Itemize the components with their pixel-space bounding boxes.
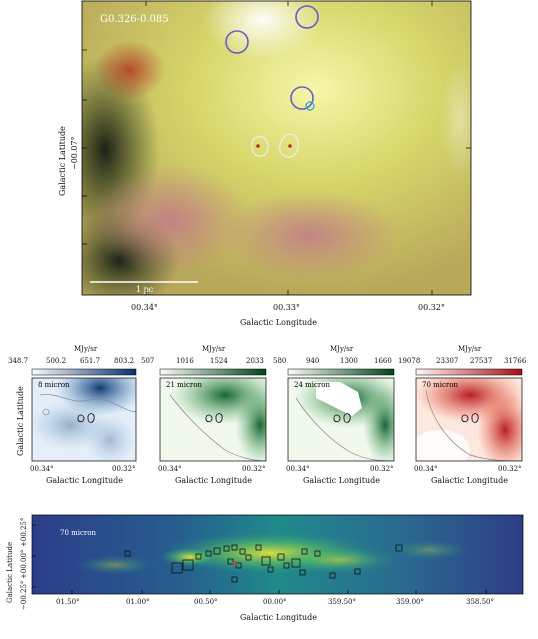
x-axis-label: Galactic Longitude <box>240 613 317 622</box>
y-tick-label: +00.00° <box>20 549 28 579</box>
x-tick-label: 00.32° <box>112 465 136 473</box>
sub-panels-image <box>31 368 523 462</box>
y-tick-label: +00.25° <box>20 517 28 547</box>
x-tick-label: 00.32° <box>498 465 522 473</box>
band-label: 70 micron <box>422 381 458 389</box>
band-label: 21 micron <box>166 381 202 389</box>
overview-band-label: 70 micron <box>60 529 96 537</box>
band-label: 8 micron <box>38 381 70 389</box>
colorbar-tick: 1016 <box>176 357 194 365</box>
main-panel: G0.326-0.085 1 pc 00.34° 00.33° 00.32° G… <box>58 0 472 327</box>
x-axis-label: Galactic Longitude <box>46 476 123 485</box>
source-circle <box>305 101 315 111</box>
x-tick-label: 359.00° <box>396 598 424 606</box>
colorbar-tick: 27537 <box>470 357 493 365</box>
y-axis-label: Galactic Latitude <box>58 126 67 196</box>
x-tick-label: 358.50° <box>466 598 494 606</box>
colorbar-tick: 651.7 <box>80 357 101 365</box>
x-tick-label: 00.34° <box>414 465 438 473</box>
overview-image <box>31 514 524 595</box>
colorbar-tick: 803.2 <box>114 357 135 365</box>
source-circle <box>295 5 319 29</box>
colorbar-tick: 348.7 <box>8 357 29 365</box>
y-tick-label: −00.25° <box>20 580 28 610</box>
x-tick-label: 00.34° <box>30 465 54 473</box>
x-tick-label: 00.00° <box>263 598 287 606</box>
x-tick-label: 00.32° <box>418 303 445 312</box>
x-axis-label: Galactic Longitude <box>175 476 252 485</box>
x-tick-label: 359.50° <box>328 598 356 606</box>
y-tick-label: −00.07° <box>70 136 79 170</box>
y-axis-label: Galactic Latitude <box>6 541 14 603</box>
overview-panel: 70 micron 01.50° 01.00° 00.50° 00.00° 35… <box>0 505 538 635</box>
x-axis-label: Galactic Longitude <box>431 476 508 485</box>
colorbar-tick: 1524 <box>210 357 228 365</box>
colorbar-tick: 940 <box>306 357 320 365</box>
colorbar-tick: 1300 <box>340 357 358 365</box>
y-axis-label: Galactic Latitude <box>16 386 25 456</box>
main-panel-image <box>81 0 472 296</box>
colorbar-unit: MJy/sr <box>458 345 482 353</box>
x-tick-label: 01.00° <box>126 598 150 606</box>
x-tick-label: 00.32° <box>370 465 394 473</box>
x-tick-label: 01.50° <box>56 598 80 606</box>
x-tick-label: 00.32° <box>242 465 266 473</box>
sub-panel-row: MJy/sr MJy/sr MJy/sr MJy/sr 348.7 500.2 … <box>0 340 538 500</box>
source-circle <box>290 86 314 110</box>
colorbar-unit: MJy/sr <box>74 345 98 353</box>
source-label: G0.326-0.085 <box>100 14 169 25</box>
source-circle <box>225 30 249 54</box>
x-tick-label: 00.34° <box>131 303 158 312</box>
colorbar-tick: 23307 <box>436 357 459 365</box>
band-label: 24 micron <box>294 381 330 389</box>
x-axis-label: Galactic Longitude <box>303 476 380 485</box>
colorbar-tick: 580 <box>273 357 287 365</box>
colorbar-tick: 31766 <box>504 357 527 365</box>
x-axis-label: Galactic Longitude <box>240 318 317 327</box>
colorbar-tick: 500.2 <box>46 357 67 365</box>
x-tick-label: 00.34° <box>158 465 182 473</box>
x-tick-label: 00.33° <box>273 303 300 312</box>
colorbar-unit: MJy/sr <box>330 345 354 353</box>
x-tick-label: 00.34° <box>286 465 310 473</box>
colorbar-tick: 507 <box>141 357 155 365</box>
colorbar-tick: 19078 <box>398 357 421 365</box>
scale-bar-label: 1 pc <box>136 285 154 294</box>
colorbar-tick: 1660 <box>374 357 392 365</box>
x-tick-label: 00.50° <box>194 598 218 606</box>
colorbar-unit: MJy/sr <box>202 345 226 353</box>
colorbar-tick: 2033 <box>246 357 264 365</box>
